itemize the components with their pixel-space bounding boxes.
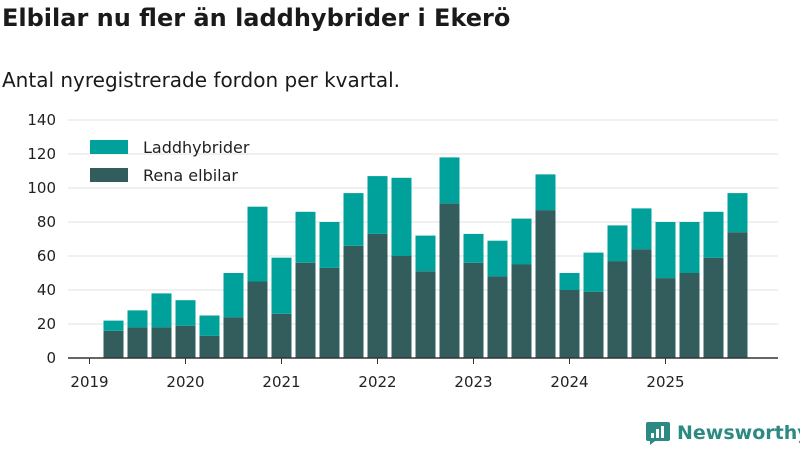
bar-laddhybrider — [367, 176, 388, 234]
x-tick-label: 2019 — [70, 373, 108, 391]
x-tick-label: 2020 — [166, 373, 204, 391]
bar-rena-elbilar — [151, 327, 172, 358]
bar-rena-elbilar — [391, 256, 412, 358]
bar-rena-elbilar — [487, 276, 508, 358]
bar-laddhybrider — [295, 211, 316, 263]
bar-rena-elbilar — [343, 245, 364, 358]
bar-rena-elbilar — [679, 273, 700, 358]
bar-rena-elbilar — [367, 233, 388, 358]
bar-laddhybrider — [343, 193, 364, 246]
newsworthy-logo-icon — [646, 422, 670, 445]
bar-laddhybrider — [271, 257, 292, 314]
chart-title: Elbilar nu fler än laddhybrider i Ekerö — [2, 4, 511, 32]
legend-label-rena-elbilar: Rena elbilar — [143, 166, 238, 185]
bar-laddhybrider — [559, 273, 580, 290]
bar-laddhybrider — [151, 293, 172, 328]
bar-laddhybrider — [391, 177, 412, 256]
bar-laddhybrider — [463, 233, 484, 263]
bar-rena-elbilar — [631, 249, 652, 358]
bar-laddhybrider — [631, 208, 652, 250]
bar-rena-elbilar — [199, 335, 220, 358]
bar-rena-elbilar — [247, 281, 268, 358]
bar-laddhybrider — [415, 235, 436, 272]
bar-laddhybrider — [223, 273, 244, 318]
bar-laddhybrider — [535, 174, 556, 211]
bar-laddhybrider — [175, 300, 196, 326]
bar-laddhybrider — [703, 211, 724, 258]
bar-laddhybrider — [247, 206, 268, 282]
bar-rena-elbilar — [223, 317, 244, 358]
y-axis-labels: 0 20 40 60 80 100 120 140 — [27, 111, 56, 367]
y-tick-label: 60 — [37, 247, 56, 265]
chart-subtitle: Antal nyregistrerade fordon per kvartal. — [2, 68, 401, 92]
y-tick-label: 140 — [27, 111, 56, 129]
x-tick-label: 2025 — [646, 373, 684, 391]
bar-rena-elbilar — [175, 325, 196, 358]
bar-rena-elbilar — [127, 327, 148, 358]
legend-swatch-laddhybrider — [90, 140, 128, 154]
bar-rena-elbilar — [607, 261, 628, 358]
bar-laddhybrider — [199, 315, 220, 336]
y-tick-label: 120 — [27, 145, 56, 163]
bar-rena-elbilar — [103, 330, 124, 358]
bar-laddhybrider — [487, 240, 508, 277]
x-tick-label: 2024 — [550, 373, 588, 391]
bar-rena-elbilar — [511, 264, 532, 358]
bar-laddhybrider — [679, 222, 700, 273]
bar-laddhybrider — [103, 320, 124, 331]
y-tick-label: 80 — [37, 213, 56, 231]
y-tick-label: 0 — [46, 349, 56, 367]
x-tick-label: 2023 — [454, 373, 492, 391]
bar-laddhybrider — [727, 193, 748, 233]
bar-rena-elbilar — [535, 210, 556, 358]
bar-laddhybrider — [127, 310, 148, 328]
bar-laddhybrider — [439, 157, 460, 204]
bar-rena-elbilar — [319, 267, 340, 358]
legend: Laddhybrider Rena elbilar — [90, 138, 250, 185]
bar-rena-elbilar — [295, 262, 316, 358]
x-tick-label: 2021 — [262, 373, 300, 391]
y-tick-label: 20 — [37, 315, 56, 333]
bar-rena-elbilar — [463, 262, 484, 358]
y-tick-label: 100 — [27, 179, 56, 197]
bar-rena-elbilar — [271, 313, 292, 358]
bar-rena-elbilar — [703, 257, 724, 358]
bar-laddhybrider — [655, 222, 676, 279]
brand: Newsworthy — [645, 420, 800, 446]
bar-rena-elbilar — [415, 271, 436, 358]
bar-laddhybrider — [607, 225, 628, 262]
bar-rena-elbilar — [655, 278, 676, 358]
bar-laddhybrider — [511, 218, 532, 265]
bar-rena-elbilar — [439, 203, 460, 358]
legend-swatch-rena-elbilar — [90, 168, 128, 182]
bar-laddhybrider — [319, 222, 340, 268]
bars — [103, 157, 748, 358]
x-axis: 2019 2020 2021 2022 2023 2024 2025 — [68, 357, 778, 391]
bar-laddhybrider — [583, 252, 604, 292]
legend-label-laddhybrider: Laddhybrider — [143, 138, 250, 157]
bar-rena-elbilar — [559, 290, 580, 358]
bar-rena-elbilar — [727, 232, 748, 358]
bar-rena-elbilar — [583, 291, 604, 358]
x-tick-label: 2022 — [358, 373, 396, 391]
y-tick-label: 40 — [37, 281, 56, 299]
brand-name: Newsworthy — [677, 422, 800, 444]
